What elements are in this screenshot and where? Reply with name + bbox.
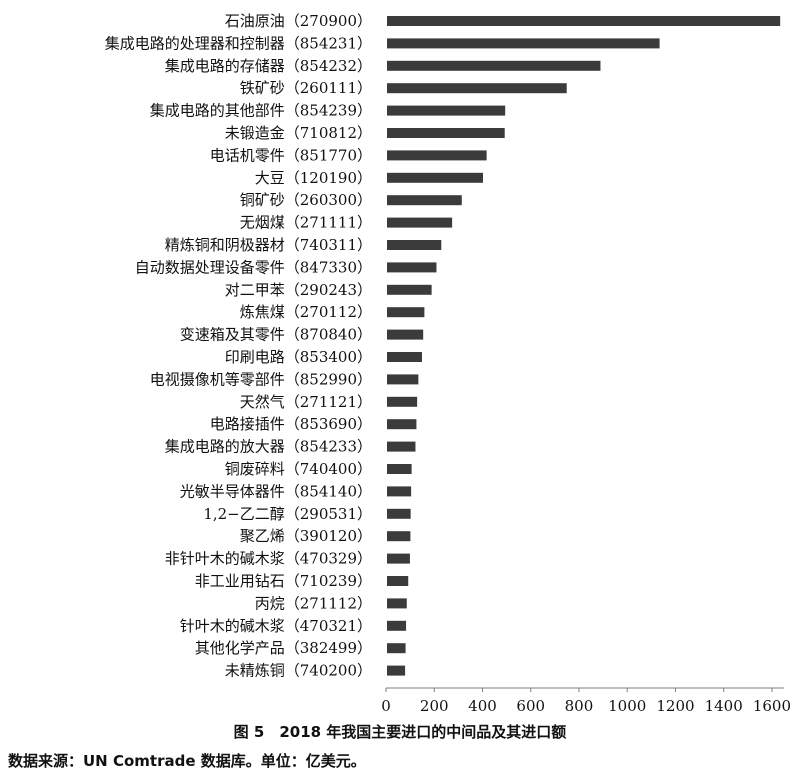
bar [387,150,487,161]
bar [387,217,453,228]
category-label: 对二甲苯（290243） [225,281,372,299]
category-label: 其他化学产品（382499） [195,639,372,657]
bar [387,396,418,407]
category-label: 未精炼铜（740200） [225,662,372,680]
bar [387,60,601,71]
x-tick-label: 1000 [608,697,646,715]
source-note: 数据来源：UN Comtrade 数据库。单位：亿美元。 [8,752,366,770]
category-label: 电路接插件（853690） [210,415,372,433]
bar [387,576,409,586]
bar [387,665,406,676]
category-label: 变速箱及其零件（870840） [180,326,372,344]
category-label: 铜矿砂（260300） [240,191,372,209]
category-label: 天然气（271121） [240,393,372,411]
x-tick-label: 1200 [656,697,694,715]
category-label: 非工业用钻石（710239） [195,572,372,590]
bar [387,374,419,385]
category-label: 非针叶木的碱木浆（470329） [165,550,372,568]
bar [387,195,462,206]
bar [387,16,781,26]
category-label: 大豆（120190） [255,169,372,187]
category-label: 无烟煤（271111） [240,214,372,232]
bar [387,643,406,654]
bar [387,352,422,362]
bar [387,329,424,340]
bar [387,172,484,183]
bar [387,531,411,542]
bar [387,553,410,564]
bar [387,441,416,452]
category-label: 1,2−乙二醇（290531） [203,505,372,523]
category-label: 炼焦煤（270112） [240,303,372,321]
category-label: 聚乙烯（390120） [240,527,372,545]
category-label: 集成电路的其他部件（854239） [150,102,372,120]
bar [387,240,442,250]
category-label: 未锻造金（710812） [225,124,372,142]
category-label: 光敏半导体器件（854140） [180,482,372,500]
bar [387,105,506,116]
bar [387,262,437,273]
bar [387,128,505,138]
category-label: 印刷电路（853400） [225,348,372,366]
bar [387,508,411,519]
bar [387,307,425,318]
category-labels: 石油原油（270900） 集成电路的处理器和控制器（854231） 集成电路的存储器… [105,12,372,680]
bar [387,284,432,295]
bar [387,83,567,94]
bar [387,486,412,497]
category-label: 电视摄像机等零部件（852990） [150,370,372,388]
bar [387,598,407,609]
category-label: 电话机零件（851770） [210,146,372,164]
category-label: 集成电路的处理器和控制器（854231） [105,34,372,52]
x-axis-ticks: 0 200 400 600 800 1000 1200 1400 1600 [381,688,791,715]
category-label: 石油原油（270900） [225,12,372,30]
bar [387,464,412,474]
x-tick-label: 800 [565,697,594,715]
bar [387,419,417,430]
category-label: 集成电路的存储器（854232） [165,57,372,75]
x-tick-label: 400 [468,697,497,715]
x-tick-label: 0 [381,697,391,715]
x-tick-label: 200 [420,697,449,715]
bars [387,16,781,676]
x-tick-label: 1400 [705,697,743,715]
category-label: 精炼铜和阴极器材（740311） [165,236,372,254]
category-label: 针叶木的碱木浆（470321） [180,617,372,635]
figure-caption: 图 5 2018 年我国主要进口的中间品及其进口额 [233,723,567,741]
category-label: 自动数据处理设备零件（847330） [135,258,372,276]
bar [387,620,407,631]
bar [387,38,660,49]
category-label: 铁矿砂（260111） [240,79,372,97]
x-tick-label: 1600 [753,697,791,715]
category-label: 丙烷（271112） [255,594,372,612]
category-label: 集成电路的放大器（854233） [165,438,372,456]
x-tick-label: 600 [516,697,545,715]
bar-chart: 石油原油（270900） 集成电路的处理器和控制器（854231） 集成电路的存储器… [105,12,791,715]
category-label: 铜废碎料（740400） [225,460,372,478]
